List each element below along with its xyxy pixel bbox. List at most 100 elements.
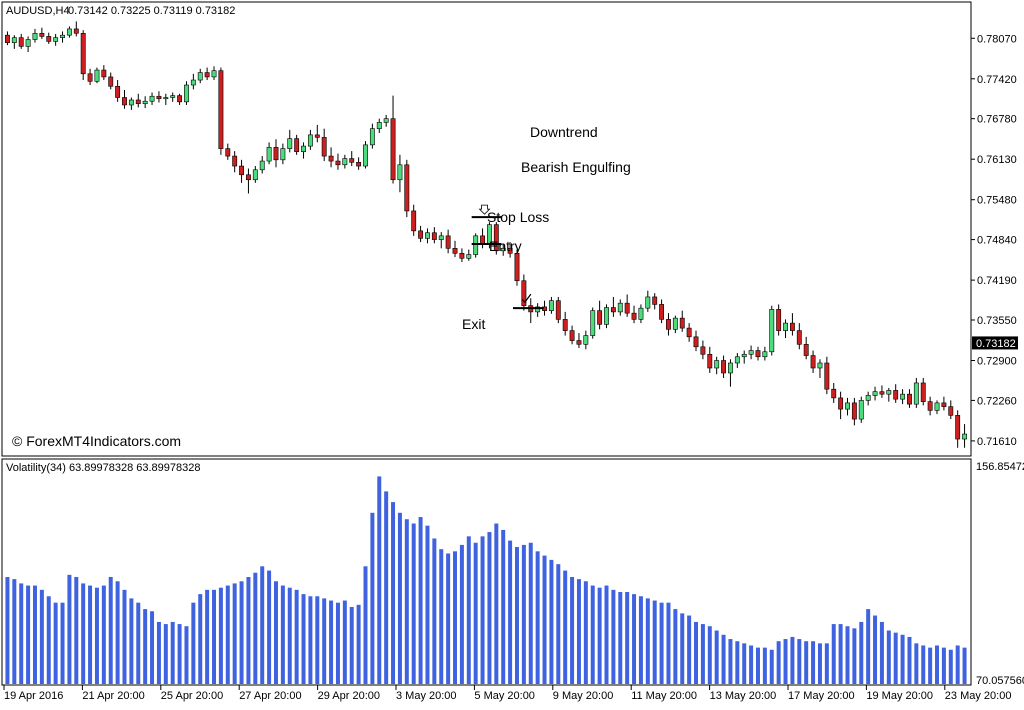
- candle[interactable]: [590, 307, 596, 339]
- candle[interactable]: [363, 141, 368, 169]
- candle[interactable]: [934, 400, 940, 415]
- candle[interactable]: [335, 153, 341, 170]
- candle[interactable]: [948, 400, 954, 420]
- candle[interactable]: [314, 124, 320, 143]
- candle[interactable]: [535, 303, 541, 317]
- candle[interactable]: [569, 325, 575, 345]
- candle[interactable]: [170, 92, 176, 102]
- candle[interactable]: [397, 154, 403, 193]
- candle[interactable]: [349, 151, 355, 167]
- candle[interactable]: [576, 333, 582, 349]
- candle[interactable]: [728, 359, 733, 387]
- candle[interactable]: [631, 305, 637, 324]
- candle[interactable]: [493, 222, 499, 255]
- candle[interactable]: [803, 336, 809, 360]
- candle[interactable]: [80, 30, 86, 81]
- candle[interactable]: [307, 129, 313, 150]
- candle[interactable]: [466, 249, 472, 261]
- candle[interactable]: [748, 345, 754, 360]
- candle[interactable]: [617, 299, 623, 316]
- candle[interactable]: [321, 128, 327, 162]
- candle[interactable]: [232, 151, 238, 173]
- candle[interactable]: [301, 142, 306, 159]
- candle[interactable]: [425, 228, 430, 244]
- candle[interactable]: [135, 93, 141, 108]
- candle[interactable]: [962, 424, 967, 448]
- candle[interactable]: [872, 386, 878, 401]
- candle[interactable]: [831, 382, 837, 403]
- candle[interactable]: [879, 385, 885, 398]
- candle[interactable]: [204, 67, 210, 81]
- candle[interactable]: [789, 313, 795, 336]
- candle[interactable]: [376, 118, 382, 134]
- candle[interactable]: [652, 293, 658, 310]
- candle[interactable]: [184, 81, 189, 105]
- candle[interactable]: [294, 134, 300, 155]
- candle[interactable]: [66, 26, 72, 38]
- candle[interactable]: [824, 356, 830, 395]
- candle[interactable]: [356, 157, 362, 170]
- candle[interactable]: [851, 397, 857, 426]
- candle[interactable]: [817, 359, 823, 378]
- candle[interactable]: [955, 410, 961, 448]
- candle[interactable]: [108, 72, 114, 90]
- candle[interactable]: [893, 384, 899, 403]
- candle[interactable]: [755, 346, 761, 361]
- candle[interactable]: [177, 93, 183, 105]
- candle[interactable]: [707, 346, 713, 373]
- candle[interactable]: [796, 323, 802, 350]
- candle[interactable]: [734, 353, 740, 368]
- candle[interactable]: [555, 296, 561, 324]
- candle[interactable]: [25, 36, 31, 52]
- candle[interactable]: [900, 389, 906, 405]
- candle[interactable]: [445, 229, 451, 254]
- candle[interactable]: [225, 143, 231, 160]
- candle[interactable]: [115, 80, 121, 102]
- candle[interactable]: [280, 143, 286, 165]
- candle[interactable]: [287, 129, 293, 153]
- candle[interactable]: [693, 330, 699, 352]
- candle[interactable]: [865, 391, 871, 406]
- candle[interactable]: [128, 97, 134, 110]
- candle[interactable]: [907, 389, 912, 408]
- candle[interactable]: [886, 387, 892, 402]
- candle[interactable]: [741, 350, 747, 364]
- candle[interactable]: [762, 346, 768, 361]
- candle[interactable]: [838, 391, 844, 420]
- candle[interactable]: [273, 139, 279, 168]
- candle[interactable]: [721, 355, 726, 378]
- candle[interactable]: [638, 304, 644, 324]
- candle[interactable]: [686, 323, 692, 342]
- candle[interactable]: [610, 296, 616, 317]
- candle[interactable]: [156, 91, 162, 103]
- candle[interactable]: [246, 168, 251, 194]
- candle[interactable]: [94, 67, 100, 84]
- candle[interactable]: [583, 330, 589, 350]
- candle[interactable]: [32, 28, 38, 43]
- candle[interactable]: [927, 396, 933, 416]
- candle[interactable]: [39, 27, 45, 39]
- candle[interactable]: [390, 95, 396, 184]
- candle[interactable]: [53, 33, 59, 46]
- candle[interactable]: [672, 315, 678, 334]
- candle[interactable]: [459, 248, 465, 263]
- candle[interactable]: [101, 65, 107, 81]
- candle[interactable]: [920, 377, 926, 406]
- candle[interactable]: [941, 396, 947, 411]
- candle[interactable]: [383, 114, 389, 127]
- candle[interactable]: [73, 21, 79, 37]
- candle[interactable]: [659, 299, 665, 324]
- candle[interactable]: [259, 156, 265, 174]
- candle[interactable]: [500, 244, 506, 256]
- candle[interactable]: [514, 249, 520, 286]
- candle[interactable]: [679, 310, 685, 332]
- candle[interactable]: [46, 32, 52, 44]
- price-panel[interactable]: [1, 1, 972, 457]
- candle[interactable]: [252, 166, 258, 183]
- candle[interactable]: [218, 67, 224, 155]
- candle[interactable]: [507, 242, 513, 258]
- candle[interactable]: [913, 377, 919, 408]
- candle[interactable]: [858, 396, 864, 423]
- candle[interactable]: [239, 159, 244, 183]
- candle[interactable]: [845, 397, 850, 416]
